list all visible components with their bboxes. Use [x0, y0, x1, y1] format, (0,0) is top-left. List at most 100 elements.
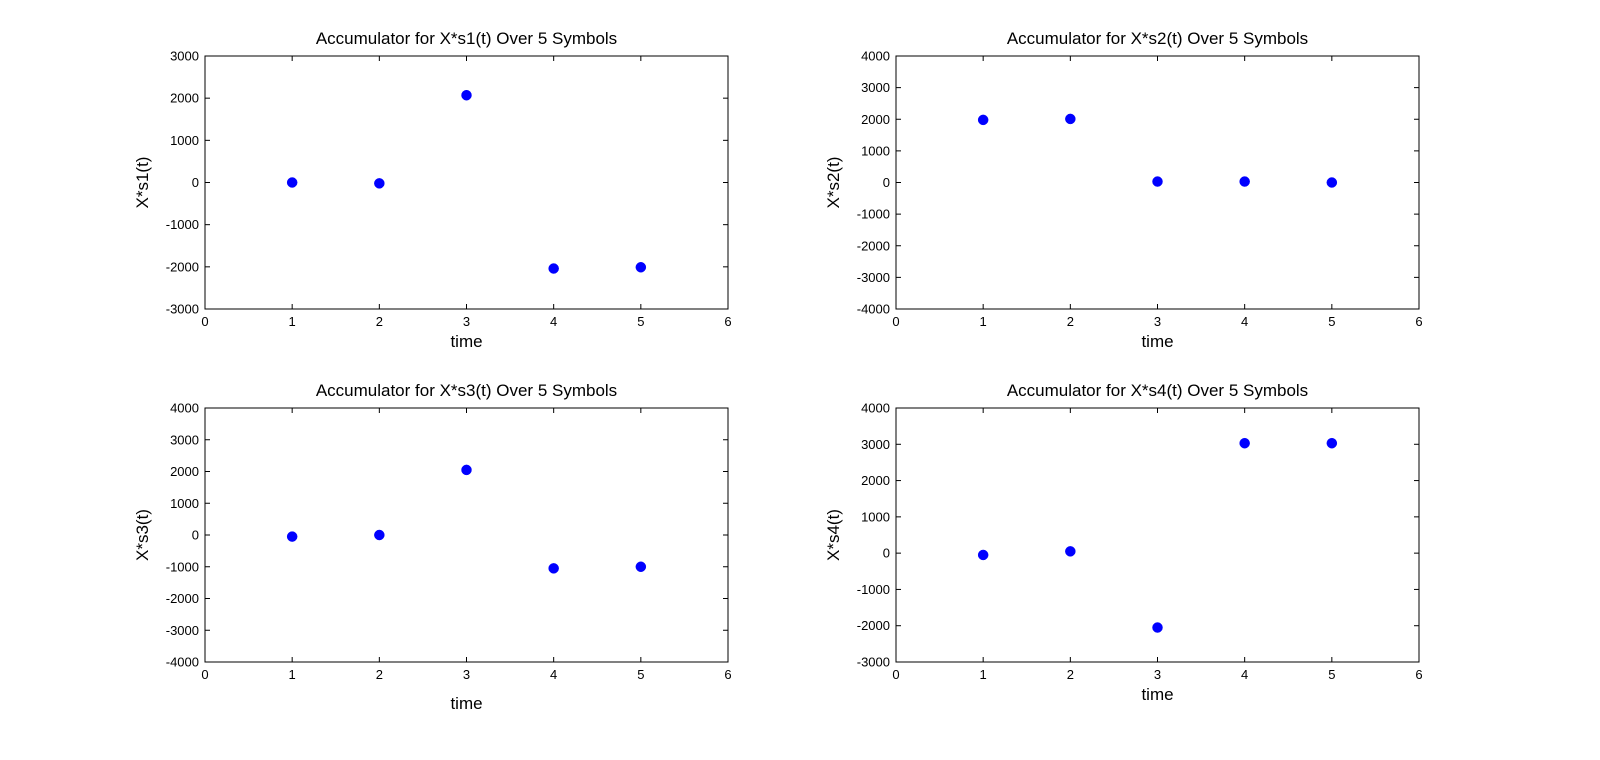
data-point [1065, 546, 1076, 557]
y-tick-label: -2000 [857, 618, 890, 633]
chart-title: Accumulator for X*s3(t) Over 5 Symbols [316, 381, 617, 400]
data-point [461, 464, 472, 476]
x-tick-label: 1 [289, 314, 296, 329]
x-tick-label: 0 [892, 314, 899, 329]
y-tick-label: 3000 [861, 80, 890, 95]
y-tick-label: -1000 [857, 582, 890, 597]
y-axis-label: X*s2(t) [824, 157, 843, 209]
data-point [374, 529, 385, 541]
chart-title: Accumulator for X*s4(t) Over 5 Symbols [1007, 381, 1308, 400]
x-tick-label: 0 [892, 667, 899, 682]
y-tick-label: -1000 [166, 559, 199, 574]
y-tick-label: 2000 [170, 464, 199, 479]
subplot-1: 0 1 2 3 4 5 6 -3000 -2000 -1000 0 1000 2000 3000 Accum… [133, 29, 732, 351]
x-tick-label: 5 [1328, 314, 1335, 329]
x-tick-label: 4 [1241, 314, 1248, 329]
y-tick-label: -1000 [857, 207, 890, 222]
data-point [635, 262, 647, 273]
x-axis-label: time [1141, 685, 1173, 704]
data-point [1239, 176, 1250, 187]
axes-box [895, 407, 1420, 663]
x-tick-label: 3 [463, 667, 470, 682]
x-tick-label: 4 [550, 667, 557, 682]
x-tick-label: 2 [376, 314, 383, 329]
y-axis-label: X*s1(t) [133, 157, 152, 209]
chart-title: Accumulator for X*s2(t) Over 5 Symbols [1007, 29, 1308, 48]
data-point [977, 549, 989, 561]
chart-title: Accumulator for X*s1(t) Over 5 Symbols [316, 29, 617, 48]
y-tick-label: -4000 [857, 302, 890, 317]
x-tick-label: 4 [550, 314, 557, 329]
x-tick-label: 5 [637, 314, 644, 329]
data-point [1152, 622, 1163, 633]
y-tick-label: 2000 [861, 473, 890, 488]
x-tick-label: 5 [1328, 667, 1335, 682]
y-tick-label: -3000 [166, 623, 199, 638]
y-tick-label: 3000 [170, 49, 199, 64]
y-tick-label: 1000 [861, 509, 890, 524]
x-tick-label: 6 [724, 314, 731, 329]
y-tick-label: -1000 [166, 217, 199, 232]
x-tick-label: 1 [980, 314, 987, 329]
subplot-3: 0 1 2 3 4 5 6 -4000 -3000 -2000 -1000 0 1000 2000 3000… [133, 381, 732, 713]
x-tick-label: 1 [980, 667, 987, 682]
x-tick-label: 4 [1241, 667, 1248, 682]
y-tick-label: 0 [192, 528, 199, 543]
data-point [1152, 176, 1163, 187]
y-axis-label: X*s3(t) [133, 509, 152, 561]
y-tick-label: -3000 [857, 270, 890, 285]
x-tick-label: 6 [1415, 314, 1422, 329]
x-tick-label: 2 [1067, 667, 1074, 682]
axes-box [204, 407, 729, 663]
y-tick-label: -3000 [857, 655, 890, 670]
subplot-4: 0 1 2 3 4 5 6 -3000 -2000 -1000 0 1000 2000 3000 4000 A… [824, 381, 1423, 704]
data-point [1326, 437, 1338, 449]
x-tick-label: 3 [463, 314, 470, 329]
y-tick-label: 4000 [861, 401, 890, 416]
y-tick-label: 0 [192, 175, 199, 190]
y-tick-label: -2000 [166, 591, 199, 606]
data-point [286, 177, 298, 188]
y-tick-label: 0 [883, 546, 890, 561]
x-axis-label: time [450, 332, 482, 351]
x-tick-label: 3 [1154, 667, 1161, 682]
y-tick-label: 4000 [170, 401, 199, 416]
data-point [635, 561, 647, 572]
y-tick-label: 2000 [861, 112, 890, 127]
x-tick-label: 6 [724, 667, 731, 682]
data-point [1065, 113, 1076, 125]
y-tick-label: -4000 [166, 655, 199, 670]
data-point [286, 531, 298, 542]
x-axis-label: time [450, 694, 482, 713]
x-tick-label: 5 [637, 667, 644, 682]
data-point [548, 263, 559, 274]
y-tick-label: 3000 [170, 432, 199, 447]
x-tick-label: 0 [201, 314, 208, 329]
data-point [461, 89, 472, 101]
y-tick-label: 3000 [861, 437, 890, 452]
y-tick-label: 4000 [861, 49, 890, 64]
y-tick-label: 2000 [170, 91, 199, 106]
x-tick-label: 1 [289, 667, 296, 682]
y-tick-label: -2000 [166, 259, 199, 274]
data-point [1326, 177, 1338, 188]
x-tick-label: 2 [376, 667, 383, 682]
data-point [548, 563, 559, 574]
x-tick-label: 0 [201, 667, 208, 682]
subplot-2: 0 1 2 3 4 5 6 -4000 -3000 -2000 -1000 0 1000 2000 3000… [824, 29, 1423, 351]
y-axis-label: X*s4(t) [824, 509, 843, 561]
y-tick-label: -3000 [166, 302, 199, 317]
y-tick-label: 1000 [861, 143, 890, 158]
data-point [977, 114, 989, 126]
x-tick-label: 3 [1154, 314, 1161, 329]
y-tick-label: 1000 [170, 496, 199, 511]
y-tick-label: -2000 [857, 238, 890, 253]
x-axis-label: time [1141, 332, 1173, 351]
y-tick-label: 0 [883, 175, 890, 190]
x-tick-label: 6 [1415, 667, 1422, 682]
data-point [1239, 437, 1250, 449]
data-point [374, 178, 385, 189]
x-tick-label: 2 [1067, 314, 1074, 329]
y-tick-label: 1000 [170, 133, 199, 148]
